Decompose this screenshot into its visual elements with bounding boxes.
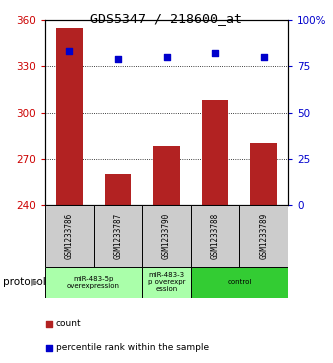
Text: GDS5347 / 218600_at: GDS5347 / 218600_at xyxy=(91,12,242,25)
Point xyxy=(46,345,51,351)
Point xyxy=(67,49,72,54)
Point xyxy=(115,56,121,62)
Text: percentile rank within the sample: percentile rank within the sample xyxy=(56,343,209,352)
Bar xyxy=(45,267,142,298)
Bar xyxy=(105,174,131,205)
Point xyxy=(164,54,169,60)
Text: ▶: ▶ xyxy=(31,277,39,287)
Text: GSM1233788: GSM1233788 xyxy=(210,213,220,259)
Bar xyxy=(56,28,83,205)
Text: miR-483-3
p overexpr
ession: miR-483-3 p overexpr ession xyxy=(148,272,185,292)
Bar xyxy=(94,205,142,267)
Point xyxy=(261,54,266,60)
Bar xyxy=(142,267,191,298)
Bar xyxy=(239,205,288,267)
Text: GSM1233786: GSM1233786 xyxy=(65,213,74,259)
Point xyxy=(212,50,218,56)
Text: GSM1233789: GSM1233789 xyxy=(259,213,268,259)
Text: GSM1233787: GSM1233787 xyxy=(113,213,123,259)
Bar xyxy=(191,267,288,298)
Bar xyxy=(142,205,191,267)
Text: control: control xyxy=(227,279,252,285)
Point xyxy=(46,321,51,327)
Text: GSM1233790: GSM1233790 xyxy=(162,213,171,259)
Bar xyxy=(153,146,180,205)
Bar xyxy=(202,100,228,205)
Text: count: count xyxy=(56,319,82,329)
Text: protocol: protocol xyxy=(3,277,46,287)
Bar xyxy=(250,143,277,205)
Bar xyxy=(191,205,239,267)
Text: miR-483-5p
overexpression: miR-483-5p overexpression xyxy=(67,276,120,289)
Bar xyxy=(45,205,94,267)
